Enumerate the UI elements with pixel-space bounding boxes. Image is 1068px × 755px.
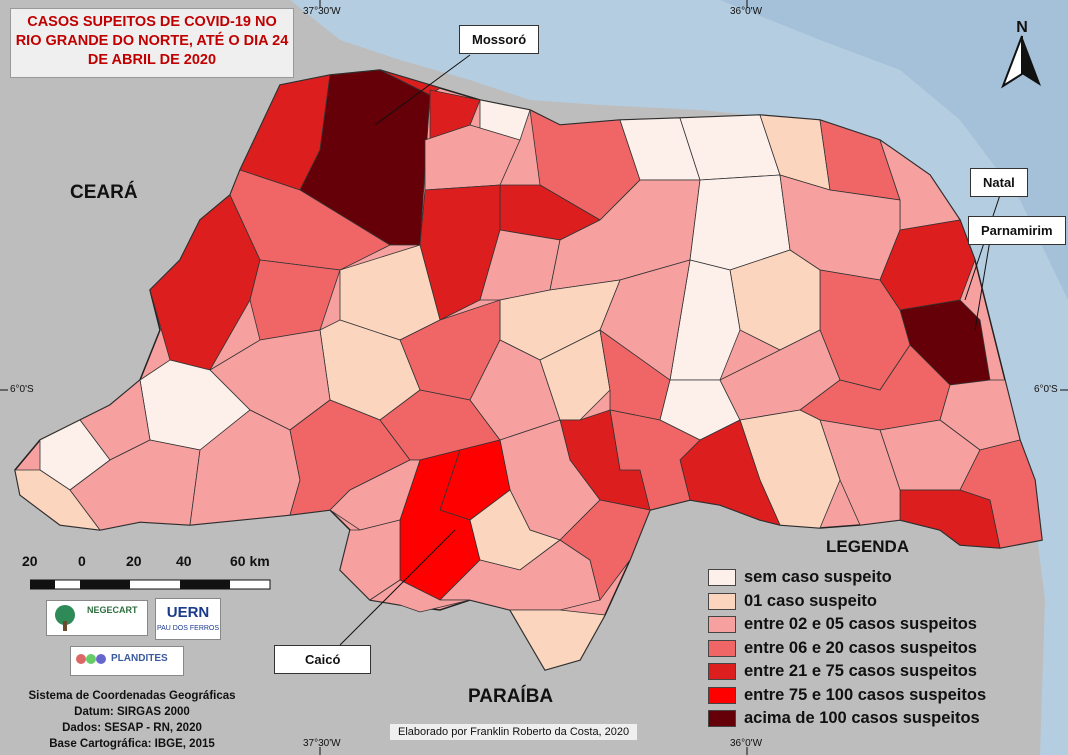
scale-bar: 20 0 20 40 60 km [18, 553, 298, 603]
scale-bar-graphic [30, 579, 271, 590]
municipality [539, 329, 611, 421]
legend-label: sem caso suspeito [744, 568, 892, 587]
map-title: CASOS SUPEITOS DE COVID-19 NO RIO GRANDE… [10, 8, 294, 78]
map-credits: Sistema de Coordenadas Geográficas Datum… [22, 688, 242, 752]
lon-label-top-right: 36°0'W [730, 6, 763, 17]
legend-item: sem caso suspeito [708, 566, 986, 590]
negecart-logo: NEGECART [46, 600, 148, 636]
legend-item: entre 02 e 05 casos suspeitos [708, 613, 986, 637]
mossoro-leader [374, 54, 471, 126]
legend-title: LEGENDA [826, 537, 910, 556]
uern-logo: UERN PAU DOS FERROS [155, 598, 221, 640]
negecart-text: NEGECART [87, 605, 138, 615]
natal-callout: Natal [970, 168, 1028, 197]
caico-leader [339, 529, 456, 646]
north-letter: N [1016, 19, 1028, 36]
author-note: Elaborado por Franklin Roberto da Costa,… [390, 724, 638, 740]
credit-line: Datum: SIRGAS 2000 [74, 706, 190, 718]
legend-swatch [708, 616, 736, 634]
legend-label: entre 06 e 20 casos suspeitos [744, 638, 977, 657]
legend-label: 01 caso suspeito [744, 591, 877, 610]
legend-label: entre 02 e 05 casos suspeitos [744, 615, 977, 634]
uern-text: UERN [167, 604, 210, 621]
plandites-logo: PLANDITES [70, 646, 184, 676]
ocean-deep [720, 0, 1068, 300]
credit-line: Dados: SESAP - RN, 2020 [62, 722, 202, 734]
plandites-text: PLANDITES [111, 653, 168, 664]
legend-label: entre 21 e 75 casos suspeitos [744, 662, 977, 681]
legend-swatch [708, 569, 736, 587]
legend-label: entre 75 e 100 casos suspeitos [744, 685, 987, 704]
legend-item: acima de 100 casos suspeitos [708, 707, 986, 731]
paraiba-label: PARAÍBA [468, 686, 554, 707]
municipality [559, 499, 651, 601]
scale-label: 20 [22, 553, 38, 569]
plandites-icon: PLANDITES [76, 653, 168, 664]
municipality [509, 609, 606, 671]
title-line-2: RIO GRANDE DO NORTE, ATÉ O DIA 24 [15, 33, 289, 49]
scale-label: 40 [176, 553, 192, 569]
lon-label-bottom-right: 36°0'W [730, 738, 763, 749]
legend-swatch [708, 639, 736, 657]
parnamirim-leader [974, 239, 991, 331]
municipality [899, 489, 1001, 549]
north-arrow: N [997, 14, 1047, 94]
lon-label-bottom-left: 37°30'W [303, 738, 341, 749]
legend-swatch [708, 686, 736, 704]
legend-swatch [708, 710, 736, 728]
parnamirim-callout: Parnamirim [968, 216, 1066, 245]
legend-item: entre 75 e 100 casos suspeitos [708, 684, 986, 708]
legend-item: entre 06 e 20 casos suspeitos [708, 637, 986, 661]
scale-label: 0 [78, 553, 86, 569]
title-line-1: CASOS SUPEITOS DE COVID-19 NO [27, 14, 277, 30]
legend-item: 01 caso suspeito [708, 590, 986, 614]
scale-label: 20 [126, 553, 142, 569]
lat-label-left: 6°0'S [10, 384, 34, 395]
lat-label-right: 6°0'S [1034, 384, 1058, 395]
municipality [368, 579, 471, 613]
uern-icon: UERN PAU DOS FERROS [157, 604, 219, 632]
credit-line: Sistema de Coordenadas Geográficas [28, 690, 236, 702]
legend: sem caso suspeito 01 caso suspeito entre 0… [708, 566, 986, 731]
legend-swatch [708, 663, 736, 681]
mossoro-callout: Mossoró [459, 25, 540, 54]
legend-label: acima de 100 casos suspeitos [744, 709, 980, 728]
municipality [69, 439, 201, 531]
title-line-3: DE ABRIL DE 2020 [87, 52, 217, 68]
natal-leader [964, 194, 1001, 301]
tree-icon: NEGECART [55, 605, 138, 631]
caico-callout: Caicó [274, 645, 372, 674]
north-arrow-icon: N [1001, 19, 1041, 89]
credit-line: Base Cartográfica: IBGE, 2015 [49, 738, 215, 750]
uern-sub-text: PAU DOS FERROS [157, 625, 219, 632]
legend-swatch [708, 592, 736, 610]
legend-item: entre 21 e 75 casos suspeitos [708, 660, 986, 684]
lon-label-top-left: 37°30'W [303, 6, 341, 17]
ceara-label: CEARÁ [70, 182, 138, 203]
scale-label: 60 km [230, 553, 270, 569]
